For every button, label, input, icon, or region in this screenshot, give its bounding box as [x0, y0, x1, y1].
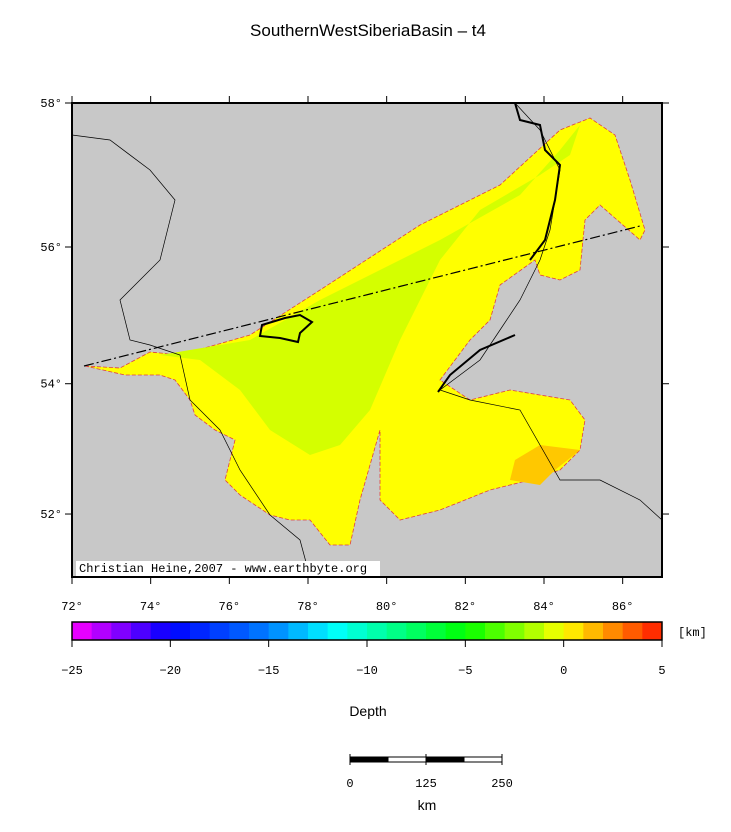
scale-tick-label: 250: [491, 777, 513, 791]
y-tick-label: 54°: [40, 378, 62, 392]
title: SouthernWestSiberiaBasin – t4: [250, 21, 486, 40]
border: [71, 134, 311, 578]
colorbar-swatch: [465, 622, 486, 640]
x-tick-label: 74°: [140, 600, 162, 614]
scale-segment: [463, 756, 503, 763]
colorbar-swatch: [327, 622, 348, 640]
x-tick-label: 80°: [376, 600, 398, 614]
map-frame: [71, 102, 663, 578]
credit-box: [76, 561, 380, 576]
colorbar-tick-label: 0: [560, 664, 567, 678]
colorbar-swatch: [347, 622, 368, 640]
y-tick-label: 52°: [40, 508, 62, 522]
colorbar-swatch: [622, 622, 643, 640]
colorbar-swatch: [426, 622, 447, 640]
colorbar-swatch: [445, 622, 466, 640]
basin-deep: [160, 125, 580, 455]
colorbar-tick-label: −15: [258, 664, 280, 678]
colorbar-swatch: [642, 622, 663, 640]
scale-segment: [425, 756, 465, 763]
colorbar-swatch: [190, 622, 211, 640]
scale-segment: [349, 756, 389, 763]
colorbar-swatch: [91, 622, 112, 640]
x-tick-label: 86°: [612, 600, 634, 614]
colorbar-swatch: [288, 622, 309, 640]
colorbar-tick-label: −5: [458, 664, 472, 678]
colorbar-swatch: [367, 622, 388, 640]
colorbar-swatch: [111, 622, 132, 640]
river: [514, 102, 562, 261]
colorbar-swatch: [583, 622, 604, 640]
x-tick-label: 76°: [219, 600, 241, 614]
colorbar-tick-label: −25: [61, 664, 83, 678]
lake: [258, 313, 314, 344]
colorbar-swatch: [524, 622, 545, 640]
basin-uplift: [510, 445, 580, 485]
colorbar-tick-label: 5: [658, 664, 665, 678]
colorbar-tick-label: −20: [160, 664, 182, 678]
x-tick-label: 84°: [533, 600, 555, 614]
y-tick-label: 56°: [40, 241, 62, 255]
colorbar-swatch: [170, 622, 191, 640]
x-tick-label: 82°: [455, 600, 477, 614]
colorbar-tick-label: −10: [356, 664, 378, 678]
colorbar-swatch: [406, 622, 427, 640]
credit: Christian Heine,2007 - www.earthbyte.org: [79, 562, 367, 576]
colorbar-swatch: [563, 622, 584, 640]
colorbar-swatch: [150, 622, 171, 640]
colorbar-swatch: [72, 622, 93, 640]
x-tick-label: 78°: [297, 600, 319, 614]
scale-segment: [387, 756, 427, 763]
colorbar-swatch: [544, 622, 565, 640]
colorbar-swatch: [308, 622, 329, 640]
colorbar-swatch: [268, 622, 289, 640]
colorbar-swatch: [209, 622, 230, 640]
scale-tick-label: 125: [415, 777, 437, 791]
y-tick-label: 58°: [40, 97, 62, 111]
map: Christian Heine,2007 - www.earthbyte.org: [71, 102, 663, 578]
river: [437, 334, 516, 393]
colorbar-swatch: [504, 622, 525, 640]
section-line: [83, 225, 641, 367]
colorbar-swatch: [386, 622, 407, 640]
scale-tick-label: 0: [346, 777, 353, 791]
colorbar-swatch: [485, 622, 506, 640]
scale-unit: km: [418, 797, 437, 813]
colorbar-unit: [km]: [678, 626, 707, 640]
colorbar-swatch: [249, 622, 270, 640]
colorbar-swatch: [229, 622, 250, 640]
colorbar-swatch: [603, 622, 624, 640]
colorbar-label: Depth: [349, 703, 386, 719]
x-tick-label: 72°: [61, 600, 83, 614]
colorbar-swatch: [131, 622, 152, 640]
